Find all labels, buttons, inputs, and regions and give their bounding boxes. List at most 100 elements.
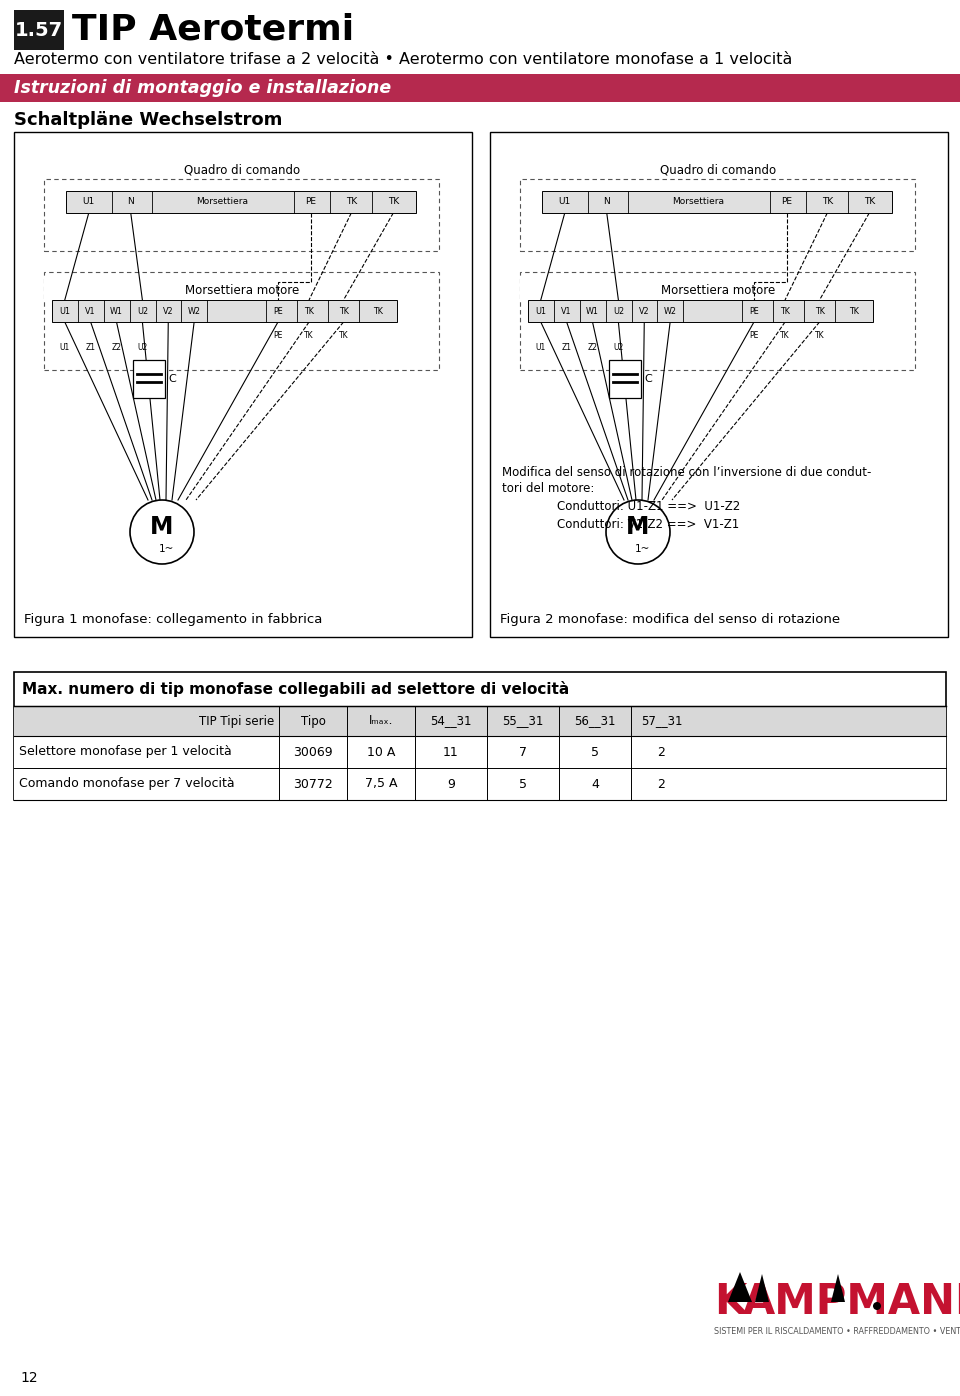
Text: Figura 1 monofase: collegamento in fabbrica: Figura 1 monofase: collegamento in fabbr… <box>24 613 323 625</box>
Text: Iₘₐₓ.: Iₘₐₓ. <box>369 715 394 727</box>
Text: Selettore monofase per 1 velocità: Selettore monofase per 1 velocità <box>19 745 231 758</box>
Text: Figura 2 monofase: modifica del senso di rotazione: Figura 2 monofase: modifica del senso di… <box>500 613 840 625</box>
Text: 56__31: 56__31 <box>574 715 615 727</box>
Bar <box>609 360 640 398</box>
Text: Istruzioni di montaggio e installazione: Istruzioni di montaggio e installazione <box>14 80 391 96</box>
Text: U1: U1 <box>536 307 546 315</box>
Text: Morsettiera motore: Morsettiera motore <box>185 283 300 296</box>
Text: TK: TK <box>815 331 825 339</box>
Text: W2: W2 <box>187 307 201 315</box>
Text: 2: 2 <box>658 745 665 758</box>
Text: PE: PE <box>781 197 793 207</box>
Text: 5: 5 <box>591 745 599 758</box>
Text: Quadro di comando: Quadro di comando <box>660 163 776 176</box>
Text: W1: W1 <box>586 307 599 315</box>
Text: W2: W2 <box>663 307 677 315</box>
Text: N: N <box>128 197 134 207</box>
Text: 55__31: 55__31 <box>502 715 543 727</box>
Text: Z1: Z1 <box>85 342 96 352</box>
Text: C: C <box>644 374 653 384</box>
Bar <box>520 276 538 299</box>
Bar <box>14 671 946 800</box>
Text: Conduttori: U1-Z1 ==>  U1-Z2: Conduttori: U1-Z1 ==> U1-Z2 <box>557 500 740 512</box>
Bar <box>542 191 892 214</box>
Text: PE: PE <box>305 197 317 207</box>
Text: 1~: 1~ <box>158 544 174 554</box>
Circle shape <box>873 1302 881 1309</box>
Text: 11: 11 <box>444 745 459 758</box>
Text: TK: TK <box>822 197 833 207</box>
Text: 30069: 30069 <box>293 745 333 758</box>
Text: Aerotermo con ventilatore trifase a 2 velocità • Aerotermo con ventilatore monof: Aerotermo con ventilatore trifase a 2 ve… <box>14 53 792 67</box>
Text: TK: TK <box>780 331 790 339</box>
Text: Morsettiera: Morsettiera <box>196 197 248 207</box>
Text: TK: TK <box>339 331 348 339</box>
Text: U2: U2 <box>612 307 624 315</box>
Text: V2: V2 <box>163 307 174 315</box>
Text: 9: 9 <box>447 778 455 790</box>
Text: Z1: Z1 <box>562 342 571 352</box>
Text: U2: U2 <box>613 342 623 352</box>
Text: V1: V1 <box>562 307 572 315</box>
Text: TIP Tipi serie: TIP Tipi serie <box>199 715 274 727</box>
Text: Morsettiera: Morsettiera <box>672 197 724 207</box>
Text: U1: U1 <box>536 342 546 352</box>
Text: Modifica del senso di rotazione con l’inversione di due condut-: Modifica del senso di rotazione con l’in… <box>502 465 872 479</box>
Circle shape <box>606 500 670 564</box>
Bar <box>14 10 64 50</box>
Text: PE: PE <box>750 331 758 339</box>
Text: Tipo: Tipo <box>300 715 325 727</box>
Text: PE: PE <box>274 331 282 339</box>
Text: M: M <box>626 515 650 539</box>
Polygon shape <box>728 1272 752 1302</box>
Text: Schaltpläne Wechselstrom: Schaltpläne Wechselstrom <box>14 112 282 128</box>
Text: Morsettiera motore: Morsettiera motore <box>660 283 775 296</box>
Bar <box>0 74 960 102</box>
Bar <box>132 360 164 398</box>
Text: tori del motore:: tori del motore: <box>502 482 594 494</box>
Bar <box>44 276 62 299</box>
Text: 2: 2 <box>658 778 665 790</box>
Bar <box>528 300 873 322</box>
Text: 30772: 30772 <box>293 778 333 790</box>
Bar <box>66 191 416 214</box>
Text: U1: U1 <box>60 307 70 315</box>
Bar <box>14 736 946 768</box>
Text: Conduttori: V1-Z2 ==>  V1-Z1: Conduttori: V1-Z2 ==> V1-Z1 <box>557 518 739 530</box>
Text: V1: V1 <box>85 307 96 315</box>
Text: 10 A: 10 A <box>367 745 396 758</box>
Bar <box>52 300 397 322</box>
Text: PE: PE <box>749 307 758 315</box>
Text: Max. numero di tip monofase collegabili ad selettore di velocità: Max. numero di tip monofase collegabili … <box>22 681 569 697</box>
Text: TK: TK <box>864 197 875 207</box>
Text: TK: TK <box>849 307 859 315</box>
Text: 1.57: 1.57 <box>15 21 63 39</box>
Bar <box>14 768 946 800</box>
Text: Quadro di comando: Quadro di comando <box>184 163 300 176</box>
Circle shape <box>130 500 194 564</box>
Bar <box>14 133 472 637</box>
Bar <box>520 272 915 370</box>
Text: K: K <box>714 1282 746 1323</box>
Polygon shape <box>831 1275 845 1302</box>
Text: 7: 7 <box>519 745 527 758</box>
Text: Z2: Z2 <box>111 342 122 352</box>
Text: TK: TK <box>346 197 357 207</box>
Text: TK: TK <box>373 307 383 315</box>
Text: Z2: Z2 <box>588 342 597 352</box>
Text: TK: TK <box>388 197 398 207</box>
Bar <box>520 179 915 251</box>
Text: U1: U1 <box>559 197 571 207</box>
Text: 54__31: 54__31 <box>430 715 471 727</box>
Text: TK: TK <box>304 331 314 339</box>
Bar <box>14 706 946 736</box>
Text: 4: 4 <box>591 778 599 790</box>
Text: SISTEMI PER IL RISCALDAMENTO • RAFFREDDAMENTO • VENTILAZIONE: SISTEMI PER IL RISCALDAMENTO • RAFFREDDA… <box>714 1328 960 1336</box>
Text: Comando monofase per 7 velocità: Comando monofase per 7 velocità <box>19 778 234 790</box>
Text: AMPMANN: AMPMANN <box>743 1282 960 1323</box>
Text: U1: U1 <box>83 197 95 207</box>
Text: M: M <box>151 515 174 539</box>
Text: TK: TK <box>304 307 314 315</box>
Text: TK: TK <box>815 307 825 315</box>
Polygon shape <box>755 1275 769 1302</box>
